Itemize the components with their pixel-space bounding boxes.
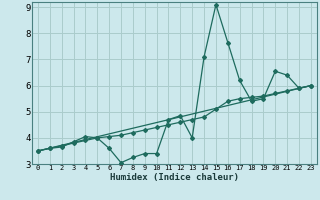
- X-axis label: Humidex (Indice chaleur): Humidex (Indice chaleur): [110, 173, 239, 182]
